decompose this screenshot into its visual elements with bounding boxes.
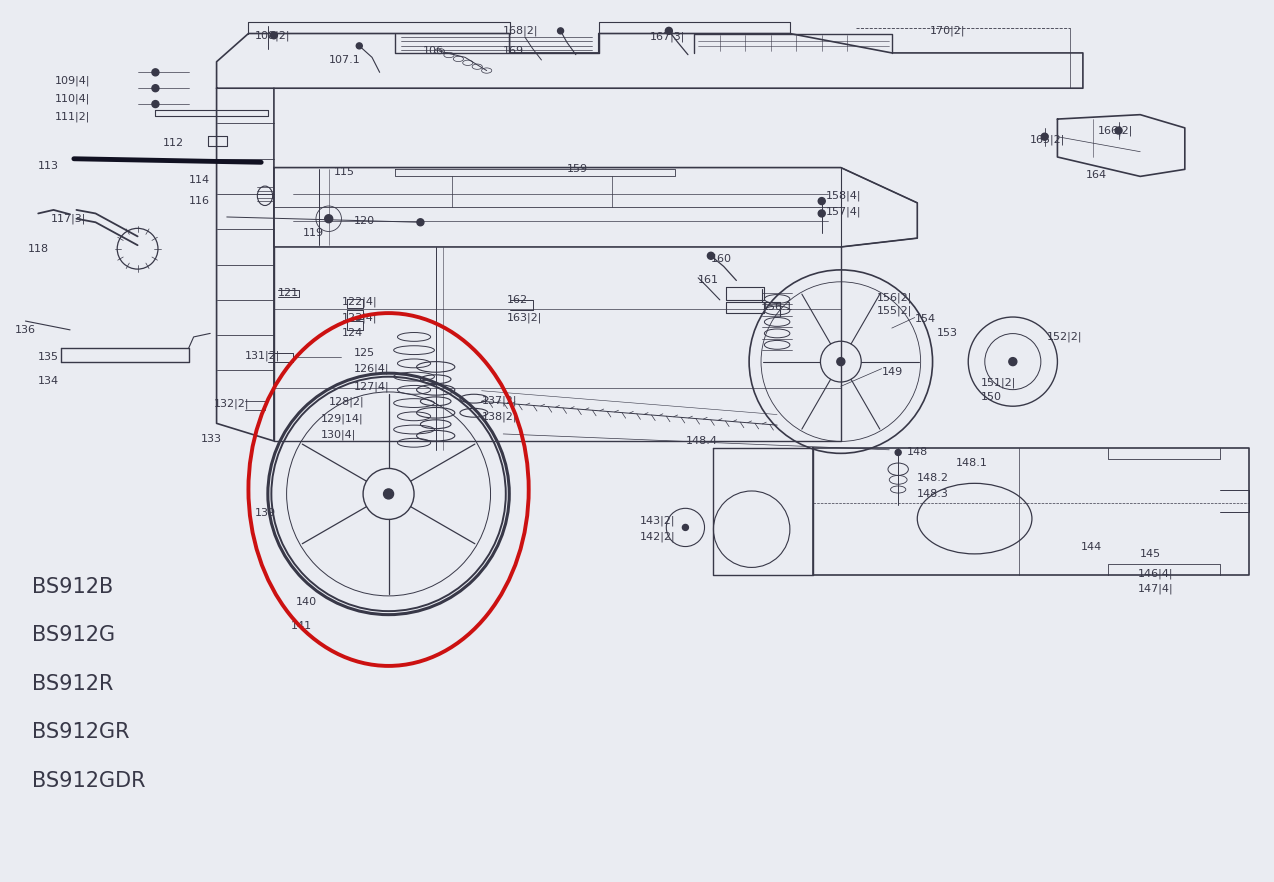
Text: BS912B: BS912B (32, 577, 113, 596)
Text: 133: 133 (201, 434, 222, 445)
Text: 166|2|: 166|2| (1098, 125, 1134, 136)
Circle shape (665, 27, 673, 34)
Text: 163|2|: 163|2| (507, 312, 543, 323)
Text: 160: 160 (711, 254, 731, 265)
Text: 137|2|: 137|2| (482, 395, 517, 406)
Text: 134: 134 (38, 376, 60, 386)
Text: 130|4|: 130|4| (321, 430, 357, 440)
Text: 162: 162 (507, 295, 529, 305)
Text: 125: 125 (354, 348, 376, 358)
Text: 129|14|: 129|14| (321, 414, 363, 424)
Text: 131|2|: 131|2| (245, 350, 280, 361)
Text: 136: 136 (15, 325, 36, 335)
Text: 169: 169 (503, 46, 525, 56)
Circle shape (818, 198, 826, 205)
Text: 159: 159 (567, 164, 589, 175)
Text: 142|2|: 142|2| (640, 531, 675, 542)
Text: 126|4|: 126|4| (354, 363, 390, 374)
Text: BS912GR: BS912GR (32, 722, 130, 742)
Circle shape (1009, 357, 1017, 366)
Text: 164: 164 (1085, 169, 1107, 180)
Text: BS912R: BS912R (32, 674, 113, 693)
Text: 145: 145 (1140, 549, 1162, 559)
Text: 111|2|: 111|2| (55, 111, 90, 122)
Text: 122|4|: 122|4| (341, 296, 377, 307)
Text: 123|4|: 123|4| (341, 312, 377, 323)
Text: 156|2|: 156|2| (877, 293, 912, 303)
Circle shape (383, 489, 394, 499)
Circle shape (152, 69, 159, 76)
Text: 106: 106 (423, 46, 443, 56)
Circle shape (270, 32, 278, 39)
Circle shape (818, 210, 826, 217)
Circle shape (152, 101, 159, 108)
Text: 170|2|: 170|2| (930, 26, 966, 36)
Circle shape (707, 252, 715, 259)
Text: 113: 113 (38, 161, 59, 171)
Text: 143|2|: 143|2| (640, 515, 675, 526)
Circle shape (683, 525, 688, 530)
Text: 149: 149 (882, 367, 903, 377)
Text: 118: 118 (28, 243, 50, 254)
Circle shape (896, 450, 901, 455)
Text: 139: 139 (255, 508, 276, 519)
Text: 146|4|: 146|4| (1138, 568, 1173, 579)
Text: 114: 114 (189, 175, 210, 185)
Text: 165|2|: 165|2| (1029, 134, 1065, 145)
Text: 147|4|: 147|4| (1138, 584, 1173, 594)
Text: 116: 116 (189, 196, 209, 206)
Text: 151|2|: 151|2| (981, 377, 1017, 388)
Text: 124: 124 (341, 328, 363, 339)
Text: 157|4|: 157|4| (826, 206, 861, 217)
Circle shape (417, 219, 424, 226)
Text: 148: 148 (907, 446, 929, 457)
Circle shape (558, 28, 563, 34)
Text: 121: 121 (278, 288, 299, 298)
Text: BS912GDR: BS912GDR (32, 771, 145, 790)
Text: 109|4|: 109|4| (55, 76, 90, 86)
Text: 107.1: 107.1 (329, 55, 361, 65)
Circle shape (152, 85, 159, 92)
Circle shape (837, 357, 845, 366)
Text: 115: 115 (334, 167, 354, 177)
Text: 150: 150 (981, 392, 1001, 402)
Text: 127|4|: 127|4| (354, 381, 390, 392)
Text: 117|3|: 117|3| (51, 213, 87, 224)
Text: 155|2|: 155|2| (877, 305, 912, 316)
Text: 148.1: 148.1 (956, 458, 987, 468)
Circle shape (1041, 133, 1049, 140)
Text: 148.2: 148.2 (917, 473, 949, 483)
Text: 148.3: 148.3 (917, 489, 949, 499)
Text: 132|2|: 132|2| (214, 399, 250, 409)
Text: 167|3|: 167|3| (650, 32, 685, 42)
Text: 138|2|: 138|2| (482, 411, 517, 422)
Circle shape (1115, 127, 1122, 134)
Text: 158|4|: 158|4| (826, 191, 861, 201)
Text: 119: 119 (303, 228, 325, 238)
Text: 120: 120 (354, 215, 376, 226)
Text: 153: 153 (936, 328, 957, 339)
Text: BS912G: BS912G (32, 625, 115, 645)
Text: 152|2|: 152|2| (1047, 332, 1083, 342)
Text: 140: 140 (296, 596, 317, 607)
Text: 128|2|: 128|2| (329, 397, 364, 407)
Text: 156.1: 156.1 (762, 302, 794, 312)
Text: 108|2|: 108|2| (255, 30, 290, 41)
Text: 144: 144 (1080, 542, 1102, 552)
Text: 154: 154 (915, 314, 936, 325)
Text: 161: 161 (698, 275, 719, 286)
Circle shape (357, 43, 362, 49)
Circle shape (325, 214, 333, 223)
Text: 148.4: 148.4 (685, 436, 717, 446)
Text: 110|4|: 110|4| (55, 93, 90, 104)
Text: 168|2|: 168|2| (503, 26, 539, 36)
Text: 112: 112 (163, 138, 185, 148)
Text: 135: 135 (38, 352, 59, 363)
Text: 141: 141 (290, 621, 312, 632)
